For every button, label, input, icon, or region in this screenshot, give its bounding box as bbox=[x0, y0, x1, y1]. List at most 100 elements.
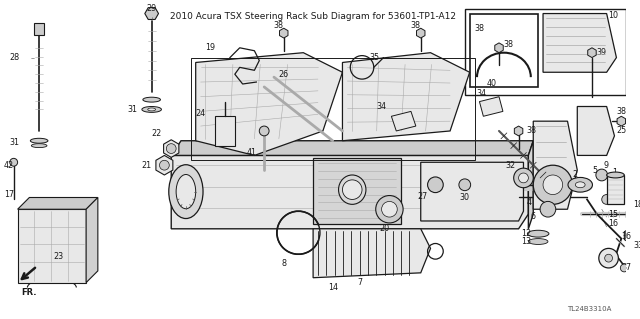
Polygon shape bbox=[392, 111, 416, 131]
Text: 34: 34 bbox=[376, 102, 387, 111]
Polygon shape bbox=[625, 228, 638, 243]
Ellipse shape bbox=[575, 182, 585, 188]
Text: 20: 20 bbox=[380, 224, 390, 233]
Circle shape bbox=[459, 179, 470, 191]
Text: 14: 14 bbox=[328, 283, 338, 292]
Circle shape bbox=[605, 254, 612, 262]
Text: 5: 5 bbox=[592, 166, 597, 174]
Text: 31: 31 bbox=[127, 105, 137, 114]
Polygon shape bbox=[156, 155, 173, 175]
Ellipse shape bbox=[31, 144, 47, 148]
Text: 13: 13 bbox=[522, 237, 531, 246]
Text: 33: 33 bbox=[633, 241, 640, 250]
Polygon shape bbox=[420, 162, 524, 221]
Text: 26: 26 bbox=[278, 70, 289, 79]
Bar bbox=[35, 23, 44, 35]
Circle shape bbox=[10, 158, 18, 166]
Text: 15: 15 bbox=[609, 210, 619, 219]
Text: 19: 19 bbox=[205, 43, 215, 52]
Polygon shape bbox=[342, 53, 470, 141]
Polygon shape bbox=[18, 209, 86, 283]
Polygon shape bbox=[617, 116, 625, 126]
Text: 4: 4 bbox=[526, 198, 531, 207]
Text: 24: 24 bbox=[195, 109, 205, 118]
Text: 22: 22 bbox=[151, 130, 161, 138]
Text: 41: 41 bbox=[246, 148, 257, 157]
Polygon shape bbox=[313, 229, 431, 278]
Text: 36: 36 bbox=[621, 232, 631, 241]
Polygon shape bbox=[577, 107, 614, 155]
Text: 38: 38 bbox=[504, 41, 514, 49]
Circle shape bbox=[518, 173, 529, 183]
Circle shape bbox=[543, 175, 563, 195]
Circle shape bbox=[376, 196, 403, 223]
Bar bbox=[607, 175, 624, 204]
Polygon shape bbox=[172, 155, 529, 229]
Polygon shape bbox=[145, 8, 159, 19]
Text: 2010 Acura TSX Steering Rack Sub Diagram for 53601-TP1-A12: 2010 Acura TSX Steering Rack Sub Diagram… bbox=[170, 11, 456, 21]
Polygon shape bbox=[280, 28, 288, 38]
Polygon shape bbox=[515, 126, 523, 136]
Text: 29: 29 bbox=[147, 4, 157, 13]
Text: 30: 30 bbox=[460, 193, 470, 202]
Circle shape bbox=[428, 177, 444, 193]
Text: 3: 3 bbox=[557, 183, 563, 192]
Text: 16: 16 bbox=[609, 219, 619, 228]
Polygon shape bbox=[196, 53, 342, 155]
Ellipse shape bbox=[143, 97, 161, 102]
Text: 23: 23 bbox=[54, 252, 64, 261]
Ellipse shape bbox=[148, 108, 156, 111]
Text: 32: 32 bbox=[506, 161, 516, 170]
Polygon shape bbox=[313, 158, 401, 224]
Ellipse shape bbox=[568, 177, 593, 192]
Circle shape bbox=[381, 201, 397, 217]
Circle shape bbox=[627, 232, 635, 240]
Polygon shape bbox=[533, 121, 577, 209]
Polygon shape bbox=[479, 97, 503, 116]
Text: 38: 38 bbox=[274, 21, 284, 30]
Text: TL24B3310A: TL24B3310A bbox=[568, 306, 612, 312]
Text: 10: 10 bbox=[609, 11, 619, 20]
Polygon shape bbox=[172, 141, 533, 155]
Text: 1: 1 bbox=[612, 167, 617, 176]
Text: 21: 21 bbox=[141, 161, 152, 170]
Text: 34: 34 bbox=[476, 89, 486, 98]
Circle shape bbox=[166, 144, 176, 153]
Polygon shape bbox=[164, 140, 179, 157]
Circle shape bbox=[620, 264, 628, 272]
Circle shape bbox=[602, 195, 612, 204]
Text: 2: 2 bbox=[572, 170, 577, 180]
Text: 12: 12 bbox=[521, 229, 531, 238]
Polygon shape bbox=[86, 197, 98, 283]
Circle shape bbox=[259, 126, 269, 136]
Polygon shape bbox=[215, 116, 235, 146]
Text: 31: 31 bbox=[10, 138, 20, 147]
Circle shape bbox=[533, 165, 572, 204]
Text: 28: 28 bbox=[10, 53, 20, 62]
Text: 40: 40 bbox=[486, 79, 496, 88]
Circle shape bbox=[159, 160, 169, 170]
Text: 17: 17 bbox=[4, 190, 14, 199]
Circle shape bbox=[596, 169, 607, 181]
Polygon shape bbox=[495, 43, 503, 53]
Text: 38: 38 bbox=[411, 21, 421, 30]
Ellipse shape bbox=[142, 107, 161, 112]
Circle shape bbox=[540, 201, 556, 217]
Text: 39: 39 bbox=[597, 48, 607, 57]
Polygon shape bbox=[18, 197, 98, 209]
Text: 8: 8 bbox=[281, 259, 286, 268]
Ellipse shape bbox=[527, 230, 549, 237]
Ellipse shape bbox=[176, 174, 196, 209]
Text: 37: 37 bbox=[621, 263, 632, 272]
Ellipse shape bbox=[339, 175, 366, 204]
Text: 7: 7 bbox=[358, 278, 363, 287]
Ellipse shape bbox=[529, 239, 548, 244]
Bar bbox=[191, 57, 474, 160]
Text: 38: 38 bbox=[616, 107, 627, 116]
Ellipse shape bbox=[169, 165, 203, 219]
Ellipse shape bbox=[607, 172, 624, 178]
Text: 25: 25 bbox=[616, 126, 627, 136]
Text: 35: 35 bbox=[370, 53, 380, 62]
Circle shape bbox=[514, 168, 533, 188]
Circle shape bbox=[342, 180, 362, 199]
